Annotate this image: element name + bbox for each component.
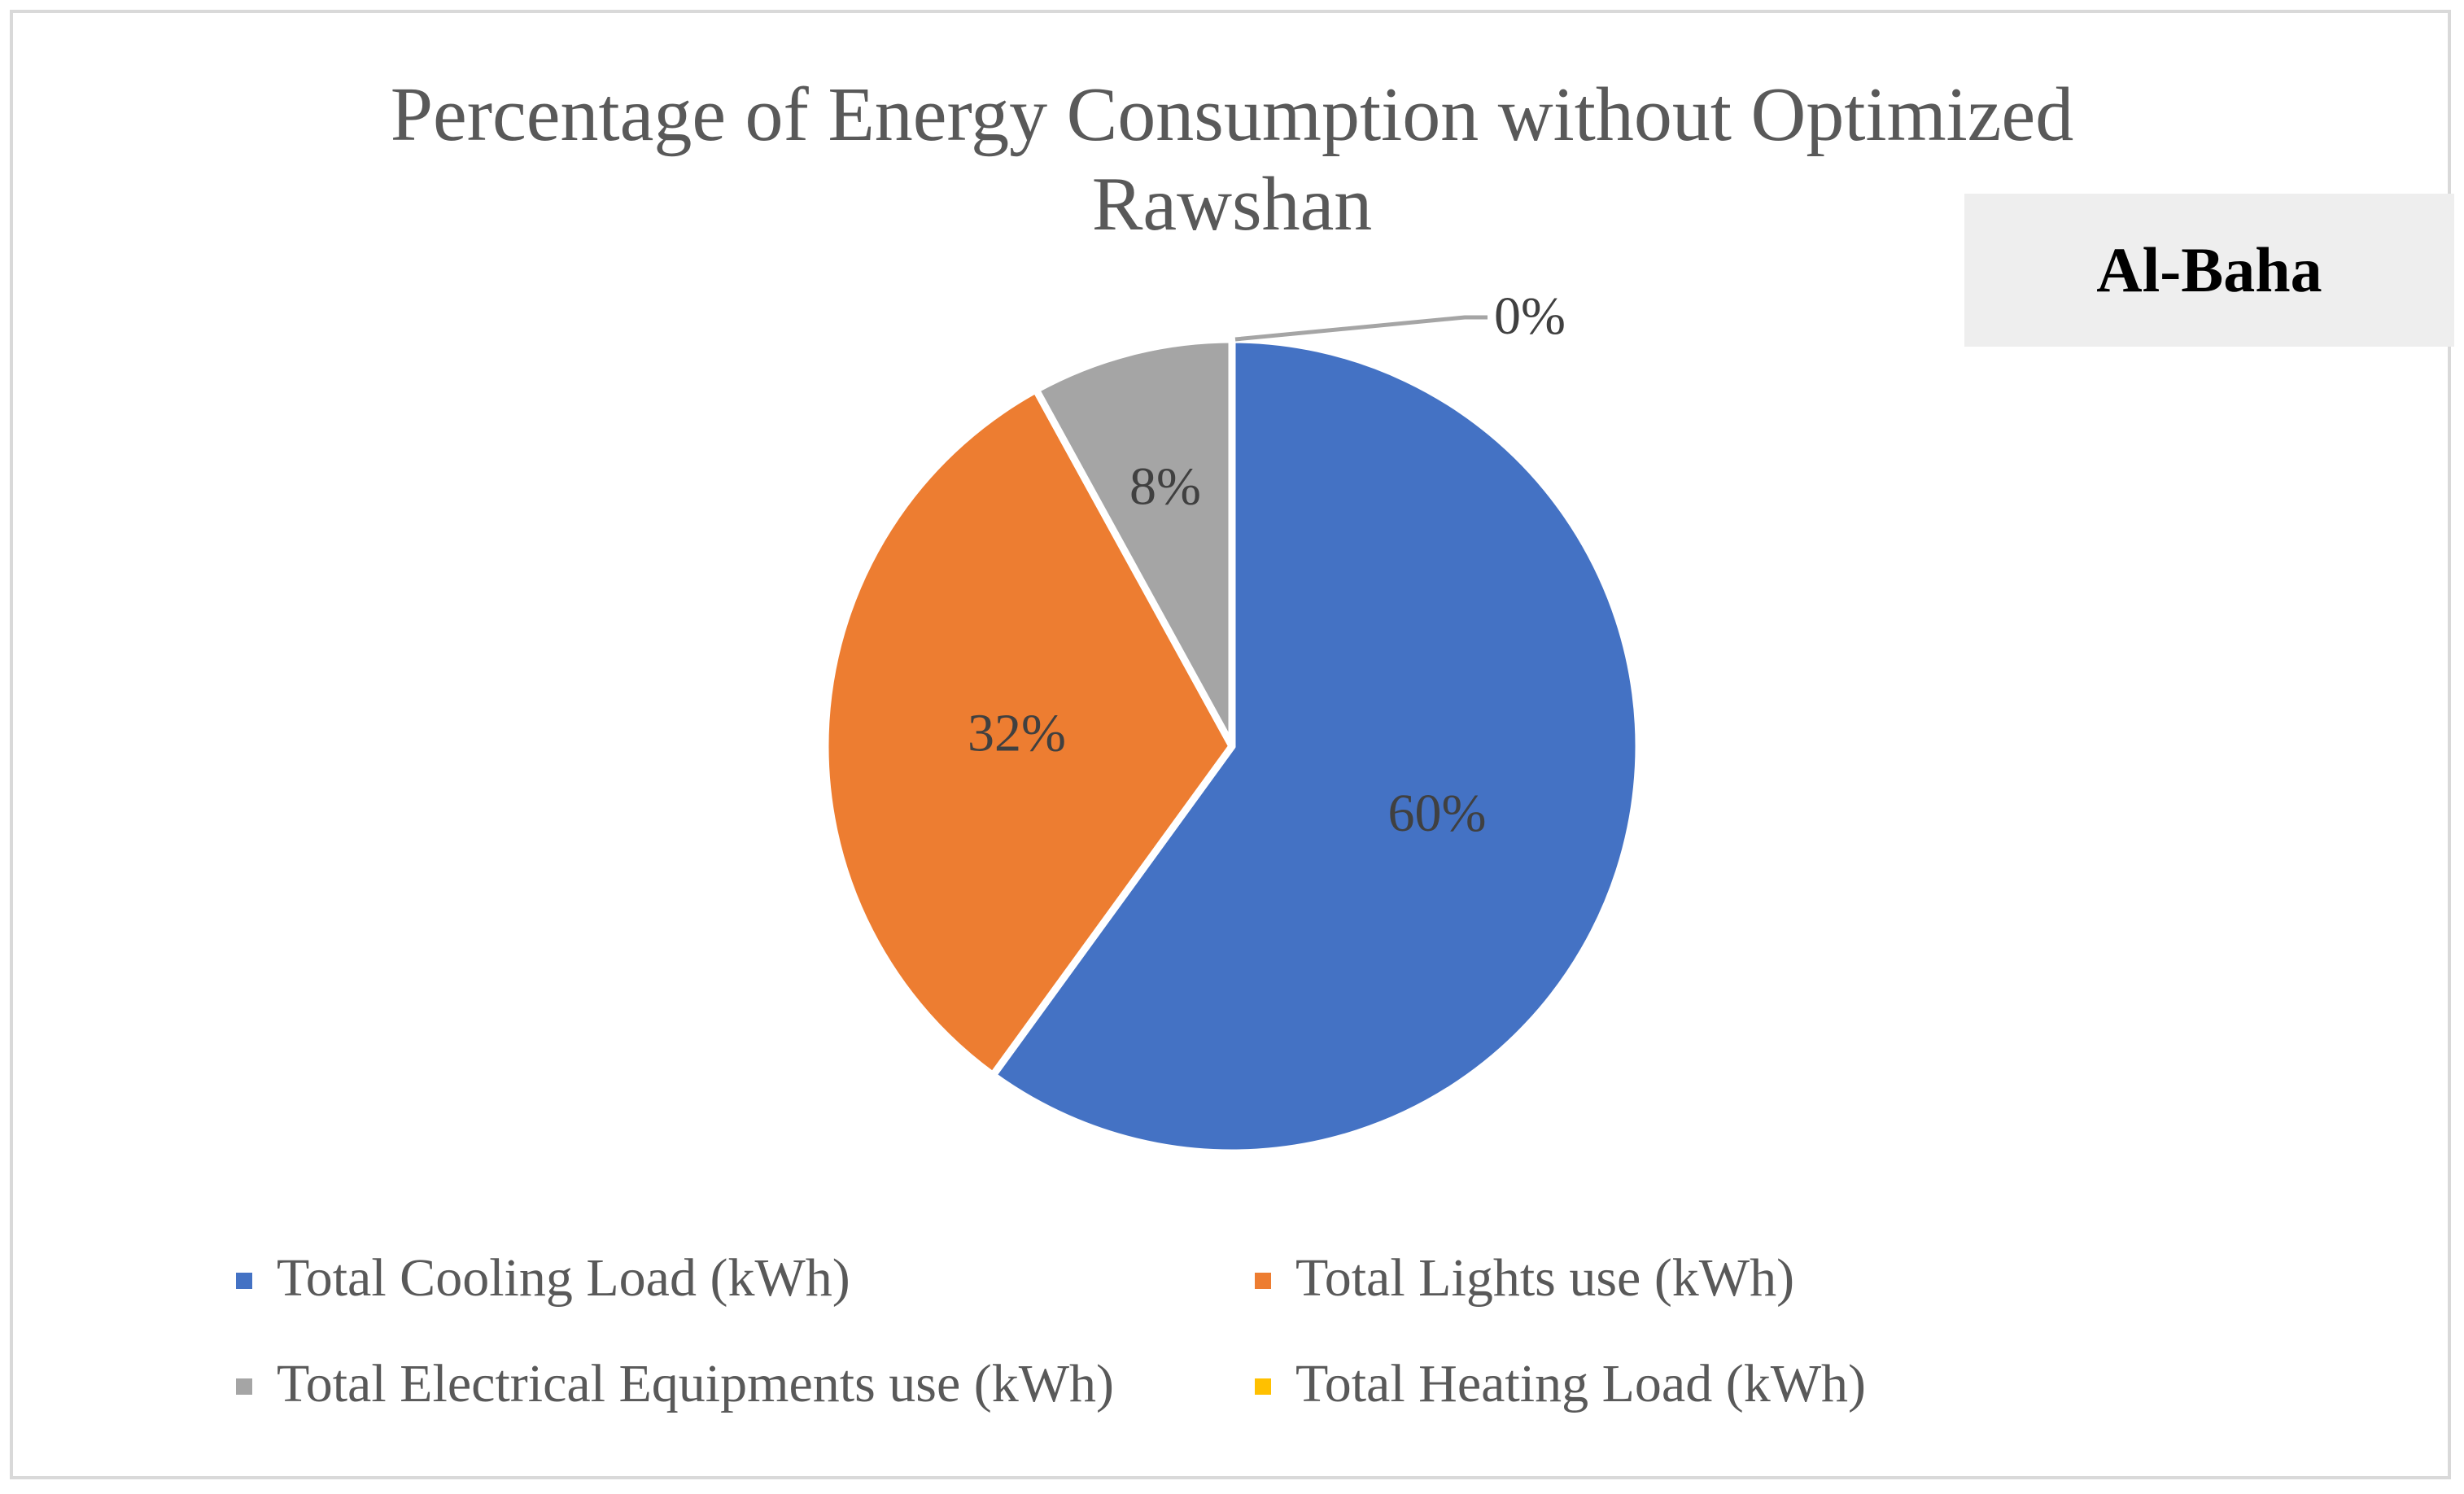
data-label-total-lights-use: 32% [968, 703, 1066, 762]
data-label-total-cooling-load: 60% [1388, 784, 1487, 843]
pie-slices [821, 335, 1643, 1157]
legend-label-total-cooling-load: Total Cooling Load (kWh) [277, 1248, 850, 1308]
pie-slice-total-electrical-equipments-use [1032, 335, 1236, 750]
data-labels: 60% 32% 8% 0% [968, 286, 1566, 843]
chart-title-line-2: Rawshan [1092, 162, 1373, 247]
legend-label-total-heating-load: Total Heating Load (kWh) [1295, 1354, 1866, 1413]
pie-slice-total-cooling-load [989, 335, 1643, 1157]
location-annotation: Al-Baha [1964, 194, 2454, 347]
legend-swatch-total-electrical-equipments-use [236, 1378, 252, 1395]
legend-swatch-total-lights-use [1255, 1273, 1271, 1289]
data-label-total-electrical-equipments-use: 8% [1129, 456, 1201, 516]
chart-title-line-1: Percentage of Energy Consumption without… [391, 72, 2074, 157]
data-label-total-heating-load: 0% [1494, 286, 1566, 346]
leader-line-total-heating-load [1234, 315, 1488, 342]
legend-label-total-lights-use: Total Lights use (kWh) [1295, 1248, 1794, 1308]
chart-title: Percentage of Energy Consumption without… [391, 72, 2074, 247]
legend-swatch-total-heating-load [1255, 1378, 1271, 1395]
legend: Total Cooling Load (kWh) Total Lights use… [236, 1248, 1866, 1413]
legend-swatch-total-cooling-load [236, 1273, 252, 1289]
pie-slice-total-lights-use [821, 386, 1236, 1080]
legend-label-total-electrical-equipments-use: Total Electrical Equipments use (kWh) [277, 1354, 1114, 1413]
